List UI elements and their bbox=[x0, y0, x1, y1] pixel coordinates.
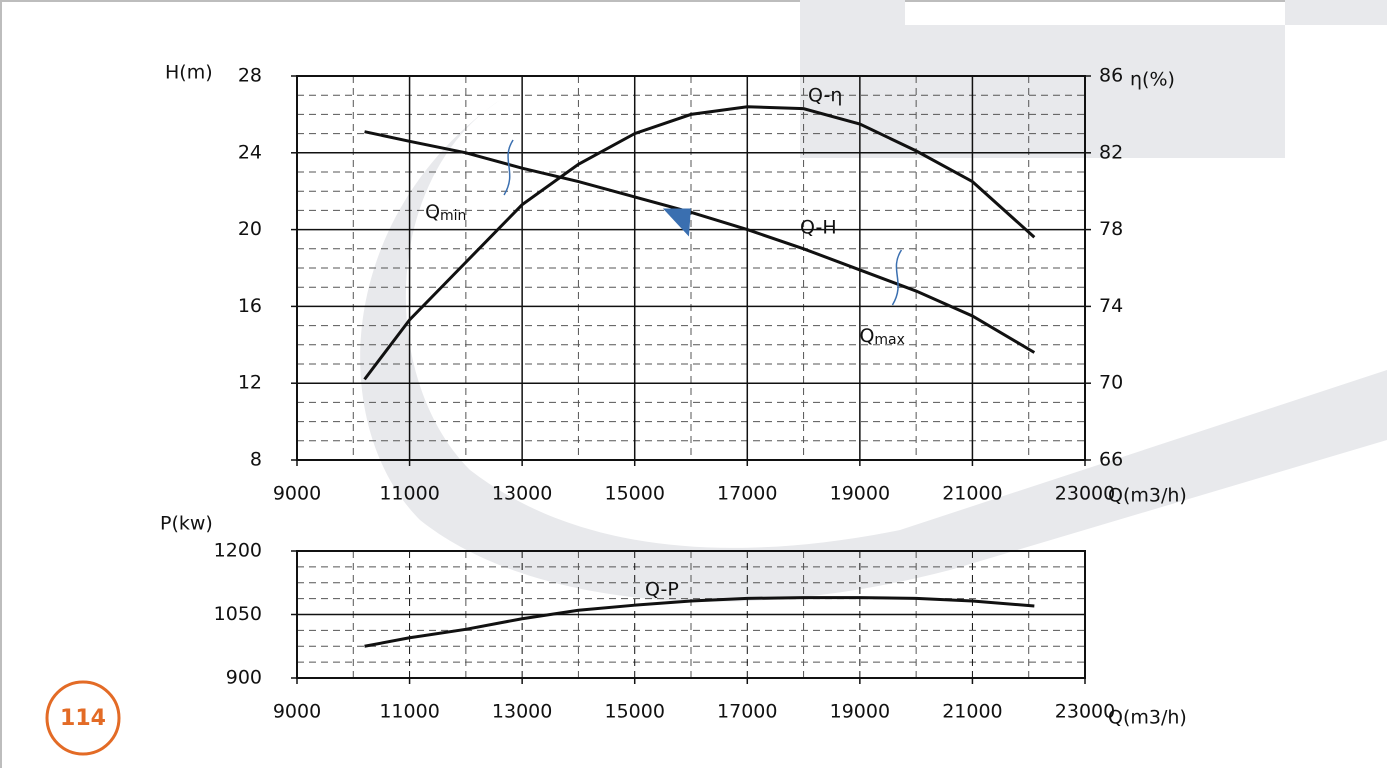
x-tick-label: 21000 bbox=[942, 701, 1002, 723]
axis-label: H(m) bbox=[165, 62, 213, 84]
y-tick-label: 16 bbox=[238, 295, 262, 317]
plot-frame bbox=[296, 75, 1086, 461]
series-line bbox=[364, 596, 1035, 648]
x-tick-label: 15000 bbox=[604, 701, 664, 723]
y-tick-label: 900 bbox=[226, 667, 262, 689]
y-tick-label: 1050 bbox=[214, 603, 262, 625]
axis-label: Q(m3/h) bbox=[1108, 707, 1187, 729]
plot-frame bbox=[296, 550, 1086, 679]
annotation-tick bbox=[891, 249, 903, 306]
annotation-sub: max bbox=[874, 332, 905, 348]
duty-point bbox=[662, 208, 691, 237]
y2-tick-label: 86 bbox=[1099, 65, 1123, 87]
y-tick-label: 28 bbox=[238, 65, 262, 87]
page-number-badge bbox=[45, 680, 121, 756]
charts: 9000 11000 13000 15000 17000 19000 21000 23000 8… bbox=[160, 62, 1187, 729]
page-number: 114 bbox=[60, 706, 106, 731]
annotation-text: Q bbox=[859, 325, 874, 347]
x-tick-label: 9000 bbox=[273, 483, 321, 505]
axis-label: P(kw) bbox=[160, 513, 213, 535]
annotation: Qmin bbox=[425, 201, 466, 225]
x-tick-label: 13000 bbox=[492, 483, 552, 505]
y-tick-label: 24 bbox=[238, 141, 262, 163]
y2-tick-label: 78 bbox=[1099, 218, 1123, 240]
x-tick-label: 19000 bbox=[830, 483, 890, 505]
y2-tick-label: 74 bbox=[1099, 295, 1123, 317]
x-tick-label: 23000 bbox=[1055, 483, 1115, 505]
annotation: Qmax bbox=[859, 325, 904, 349]
x-tick-label: 11000 bbox=[379, 483, 439, 505]
series-label: Q-P bbox=[645, 579, 679, 601]
annotation-sub: min bbox=[440, 208, 466, 224]
y2-tick-label: 66 bbox=[1099, 449, 1123, 471]
series-label: Q-η bbox=[808, 85, 842, 107]
x-tick-label: 11000 bbox=[379, 701, 439, 723]
y2-tick-label: 70 bbox=[1099, 372, 1123, 394]
x-tick-label: 17000 bbox=[717, 701, 777, 723]
x-tick-label: 21000 bbox=[942, 483, 1002, 505]
x-tick-label: 9000 bbox=[273, 701, 321, 723]
annotation-tick bbox=[503, 139, 514, 196]
x-tick-label: 19000 bbox=[830, 701, 890, 723]
y-tick-label: 1200 bbox=[214, 540, 262, 562]
axis-label: Q(m3/h) bbox=[1108, 485, 1187, 507]
y-tick-label: 8 bbox=[250, 449, 262, 471]
annotation-text: Q bbox=[425, 201, 440, 223]
x-tick-label: 13000 bbox=[492, 701, 552, 723]
y-tick-label: 12 bbox=[238, 372, 262, 394]
x-tick-label: 15000 bbox=[604, 483, 664, 505]
y-tick-label: 20 bbox=[238, 218, 262, 240]
series-line bbox=[364, 130, 1036, 354]
series-label: Q-H bbox=[800, 217, 837, 239]
series-line bbox=[363, 105, 1036, 381]
y2-tick-label: 82 bbox=[1099, 141, 1123, 163]
x-tick-label: 17000 bbox=[717, 483, 777, 505]
axis-label: η(%) bbox=[1130, 69, 1175, 91]
watermark bbox=[360, 0, 1387, 602]
x-tick-label: 23000 bbox=[1055, 701, 1115, 723]
